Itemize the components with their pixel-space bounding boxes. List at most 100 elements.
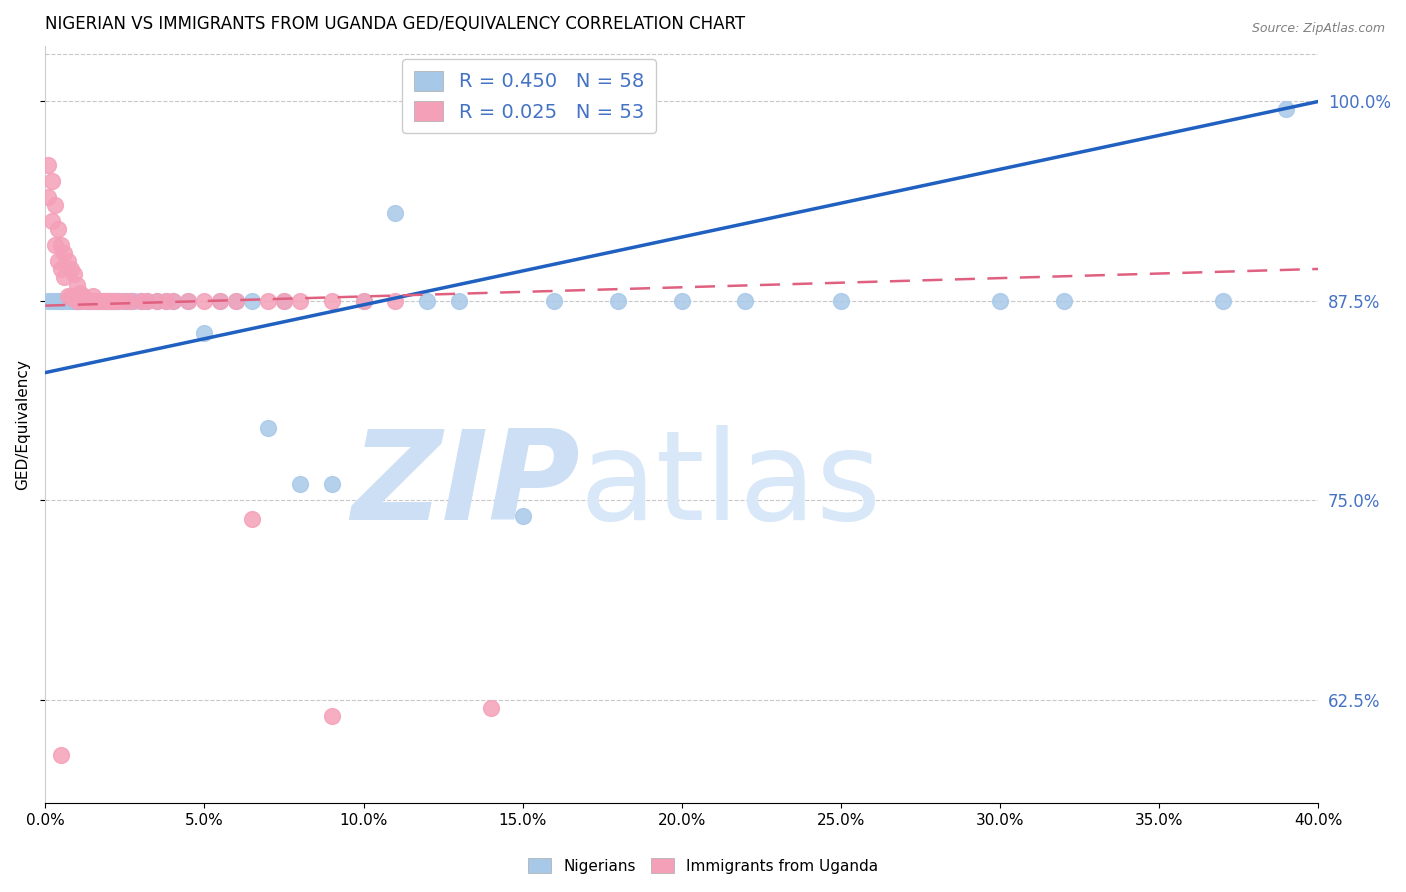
Point <box>69 293 91 308</box>
Point <box>384 293 406 308</box>
Point <box>416 293 439 308</box>
Point <box>53 246 76 260</box>
Text: atlas: atlas <box>579 425 882 546</box>
Point <box>384 206 406 220</box>
Point <box>209 293 232 308</box>
Point <box>288 293 311 308</box>
Point <box>91 293 114 308</box>
Point <box>56 289 79 303</box>
Point <box>44 198 66 212</box>
Point <box>76 293 98 308</box>
Point <box>41 214 63 228</box>
Point <box>63 292 86 306</box>
Point <box>240 293 263 308</box>
Point <box>117 293 139 308</box>
Point <box>177 293 200 308</box>
Legend: R = 0.450   N = 58, R = 0.025   N = 53: R = 0.450 N = 58, R = 0.025 N = 53 <box>402 59 655 133</box>
Point <box>145 293 167 308</box>
Point <box>1053 293 1076 308</box>
Legend: Nigerians, Immigrants from Uganda: Nigerians, Immigrants from Uganda <box>522 852 884 880</box>
Point <box>162 293 184 308</box>
Point <box>66 277 89 292</box>
Point <box>69 293 91 308</box>
Point <box>129 293 152 308</box>
Point <box>84 293 107 308</box>
Point <box>321 708 343 723</box>
Point <box>59 262 82 277</box>
Point <box>53 269 76 284</box>
Text: ZIP: ZIP <box>352 425 579 546</box>
Point <box>225 293 247 308</box>
Point <box>136 293 159 308</box>
Point <box>97 293 120 308</box>
Point <box>257 293 280 308</box>
Point <box>41 174 63 188</box>
Point <box>104 293 127 308</box>
Point <box>89 293 111 308</box>
Point <box>193 326 215 340</box>
Point <box>51 238 73 252</box>
Point <box>136 293 159 308</box>
Point <box>72 289 94 303</box>
Point <box>72 293 94 308</box>
Point <box>988 293 1011 308</box>
Point <box>51 748 73 763</box>
Point <box>79 293 101 308</box>
Point <box>107 293 129 308</box>
Point <box>124 293 146 308</box>
Point <box>84 293 107 308</box>
Point <box>671 293 693 308</box>
Point <box>91 293 114 308</box>
Point <box>479 700 502 714</box>
Point <box>145 293 167 308</box>
Point <box>66 293 89 308</box>
Point <box>177 293 200 308</box>
Point <box>321 477 343 491</box>
Point <box>734 293 756 308</box>
Point <box>104 293 127 308</box>
Point <box>288 477 311 491</box>
Point <box>94 293 117 308</box>
Point <box>155 293 177 308</box>
Point <box>447 293 470 308</box>
Point <box>46 254 69 268</box>
Point <box>94 293 117 308</box>
Point <box>107 293 129 308</box>
Point <box>46 222 69 236</box>
Point <box>97 293 120 308</box>
Point <box>53 293 76 308</box>
Point <box>162 293 184 308</box>
Point <box>41 293 63 308</box>
Point <box>273 293 295 308</box>
Text: Source: ZipAtlas.com: Source: ZipAtlas.com <box>1251 22 1385 36</box>
Point <box>114 293 136 308</box>
Text: NIGERIAN VS IMMIGRANTS FROM UGANDA GED/EQUIVALENCY CORRELATION CHART: NIGERIAN VS IMMIGRANTS FROM UGANDA GED/E… <box>45 15 745 33</box>
Point <box>37 158 59 172</box>
Point <box>240 512 263 526</box>
Point <box>111 293 134 308</box>
Point <box>225 293 247 308</box>
Point <box>273 293 295 308</box>
Point <box>63 267 86 281</box>
Point <box>66 293 89 308</box>
Point <box>607 293 630 308</box>
Point <box>37 190 59 204</box>
Point <box>1212 293 1234 308</box>
Point <box>59 293 82 308</box>
Point <box>82 289 104 303</box>
Point <box>51 293 73 308</box>
Point <box>69 285 91 300</box>
Point <box>209 293 232 308</box>
Point <box>63 293 86 308</box>
Point <box>76 293 98 308</box>
Point <box>114 293 136 308</box>
Point <box>56 254 79 268</box>
Point <box>120 293 142 308</box>
Point <box>101 293 124 308</box>
Point <box>44 293 66 308</box>
Point <box>543 293 565 308</box>
Point <box>155 293 177 308</box>
Point <box>512 509 534 524</box>
Point <box>56 293 79 308</box>
Point <box>353 293 375 308</box>
